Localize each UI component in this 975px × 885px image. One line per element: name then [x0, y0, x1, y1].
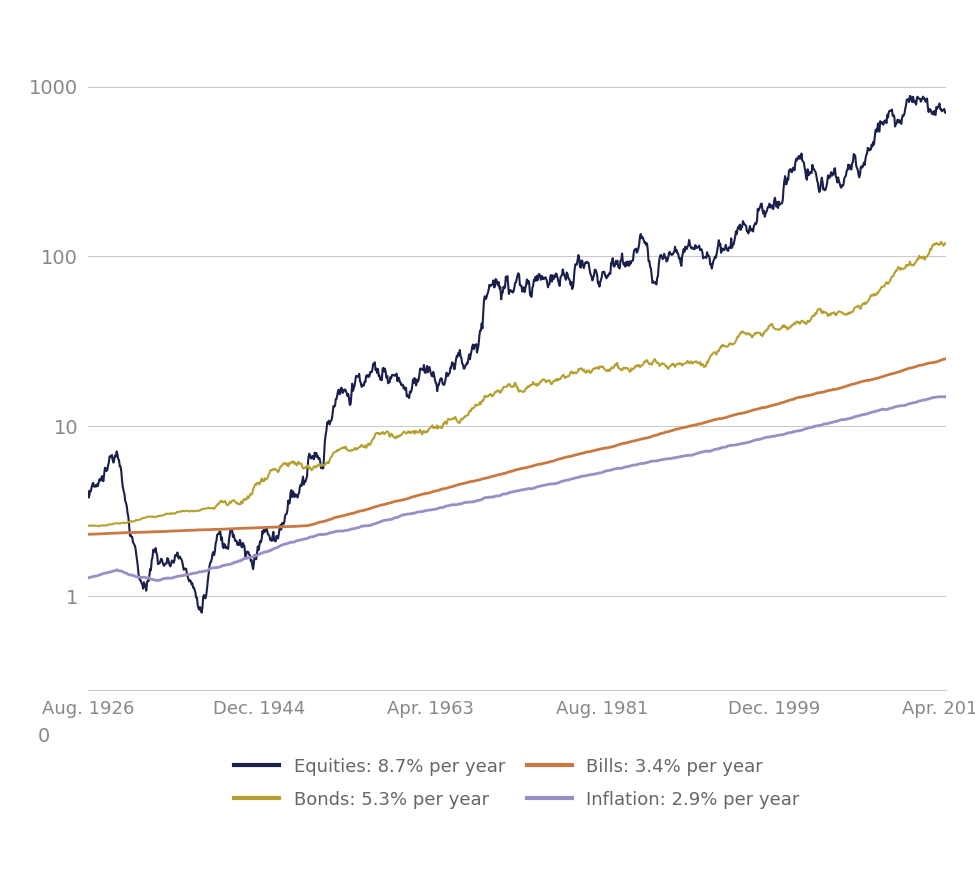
Line: Bonds: 5.3% per year: Bonds: 5.3% per year: [88, 242, 946, 527]
Line: Equities: 8.7% per year: Equities: 8.7% per year: [88, 96, 946, 612]
Line: Bills: 3.4% per year: Bills: 3.4% per year: [88, 358, 946, 535]
Text: 0: 0: [38, 727, 51, 746]
Legend: Equities: 8.7% per year, Bonds: 5.3% per year, Bills: 3.4% per year, Inflation: : Equities: 8.7% per year, Bonds: 5.3% per…: [234, 758, 800, 809]
Line: Inflation: 2.9% per year: Inflation: 2.9% per year: [88, 396, 946, 581]
